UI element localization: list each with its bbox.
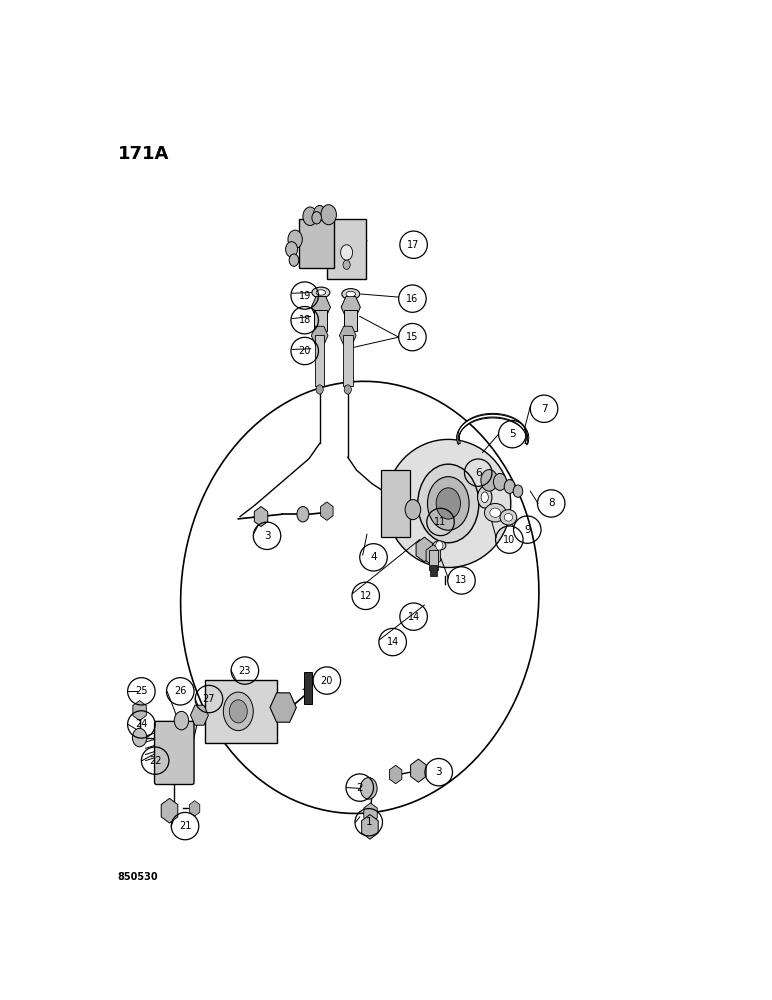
Circle shape [493,473,506,490]
Circle shape [513,485,523,497]
Circle shape [286,242,297,257]
Text: 3: 3 [435,767,442,777]
Circle shape [418,464,479,543]
Text: 9: 9 [524,525,530,535]
Text: 2: 2 [357,783,363,793]
Circle shape [344,385,351,394]
Text: 171A: 171A [117,145,169,163]
Circle shape [361,778,377,799]
Text: 5: 5 [509,429,516,439]
Text: 26: 26 [174,686,187,696]
Circle shape [290,254,299,266]
Text: 14: 14 [387,637,399,647]
Circle shape [316,385,323,394]
Text: 1: 1 [365,817,372,827]
Text: 23: 23 [239,666,251,676]
Ellipse shape [346,291,356,297]
Text: 16: 16 [406,294,418,304]
Text: 20: 20 [299,346,311,356]
Text: 12: 12 [360,591,372,601]
Text: 6: 6 [475,468,482,478]
Text: 21: 21 [179,821,191,831]
Text: 7: 7 [540,404,547,414]
Circle shape [312,212,321,224]
Ellipse shape [485,503,506,522]
Text: 11: 11 [435,517,447,527]
Text: 17: 17 [408,240,420,250]
Ellipse shape [500,510,516,525]
Circle shape [435,541,443,550]
Ellipse shape [312,287,330,298]
Ellipse shape [504,513,513,521]
Circle shape [174,711,188,730]
Circle shape [481,470,498,491]
FancyBboxPatch shape [299,219,334,268]
Circle shape [504,480,515,493]
Circle shape [313,205,326,221]
Circle shape [343,260,350,269]
Circle shape [133,728,147,747]
Text: 3: 3 [264,531,270,541]
Ellipse shape [481,492,489,503]
Text: 13: 13 [455,575,468,585]
FancyBboxPatch shape [430,565,437,576]
FancyBboxPatch shape [205,680,277,743]
Ellipse shape [316,290,326,295]
Ellipse shape [386,439,511,568]
Circle shape [405,500,421,520]
Ellipse shape [490,508,500,517]
Text: 25: 25 [135,686,147,696]
Circle shape [428,477,469,530]
Text: 19: 19 [299,291,311,301]
Circle shape [223,692,253,731]
Circle shape [340,245,353,260]
FancyBboxPatch shape [428,550,438,570]
Text: 27: 27 [203,694,215,704]
Text: 10: 10 [503,535,516,545]
Ellipse shape [478,487,492,508]
FancyBboxPatch shape [343,335,353,386]
Text: 8: 8 [548,498,554,508]
Ellipse shape [342,289,360,299]
Text: 4: 4 [371,552,377,562]
Text: 14: 14 [408,612,420,622]
FancyBboxPatch shape [304,672,313,704]
FancyBboxPatch shape [315,335,324,386]
Circle shape [303,207,317,225]
FancyBboxPatch shape [314,310,327,331]
FancyBboxPatch shape [381,470,410,537]
Text: 22: 22 [149,756,161,766]
Circle shape [436,488,460,519]
Text: 850530: 850530 [117,872,158,882]
Circle shape [288,230,303,249]
Circle shape [297,507,309,522]
Ellipse shape [433,541,446,550]
Circle shape [229,700,247,723]
FancyBboxPatch shape [327,219,366,279]
FancyBboxPatch shape [344,310,357,331]
Text: 24: 24 [135,719,147,729]
FancyBboxPatch shape [154,721,194,785]
Text: 20: 20 [320,676,333,686]
Text: 18: 18 [299,315,311,325]
Circle shape [321,205,337,225]
Text: 15: 15 [406,332,418,342]
